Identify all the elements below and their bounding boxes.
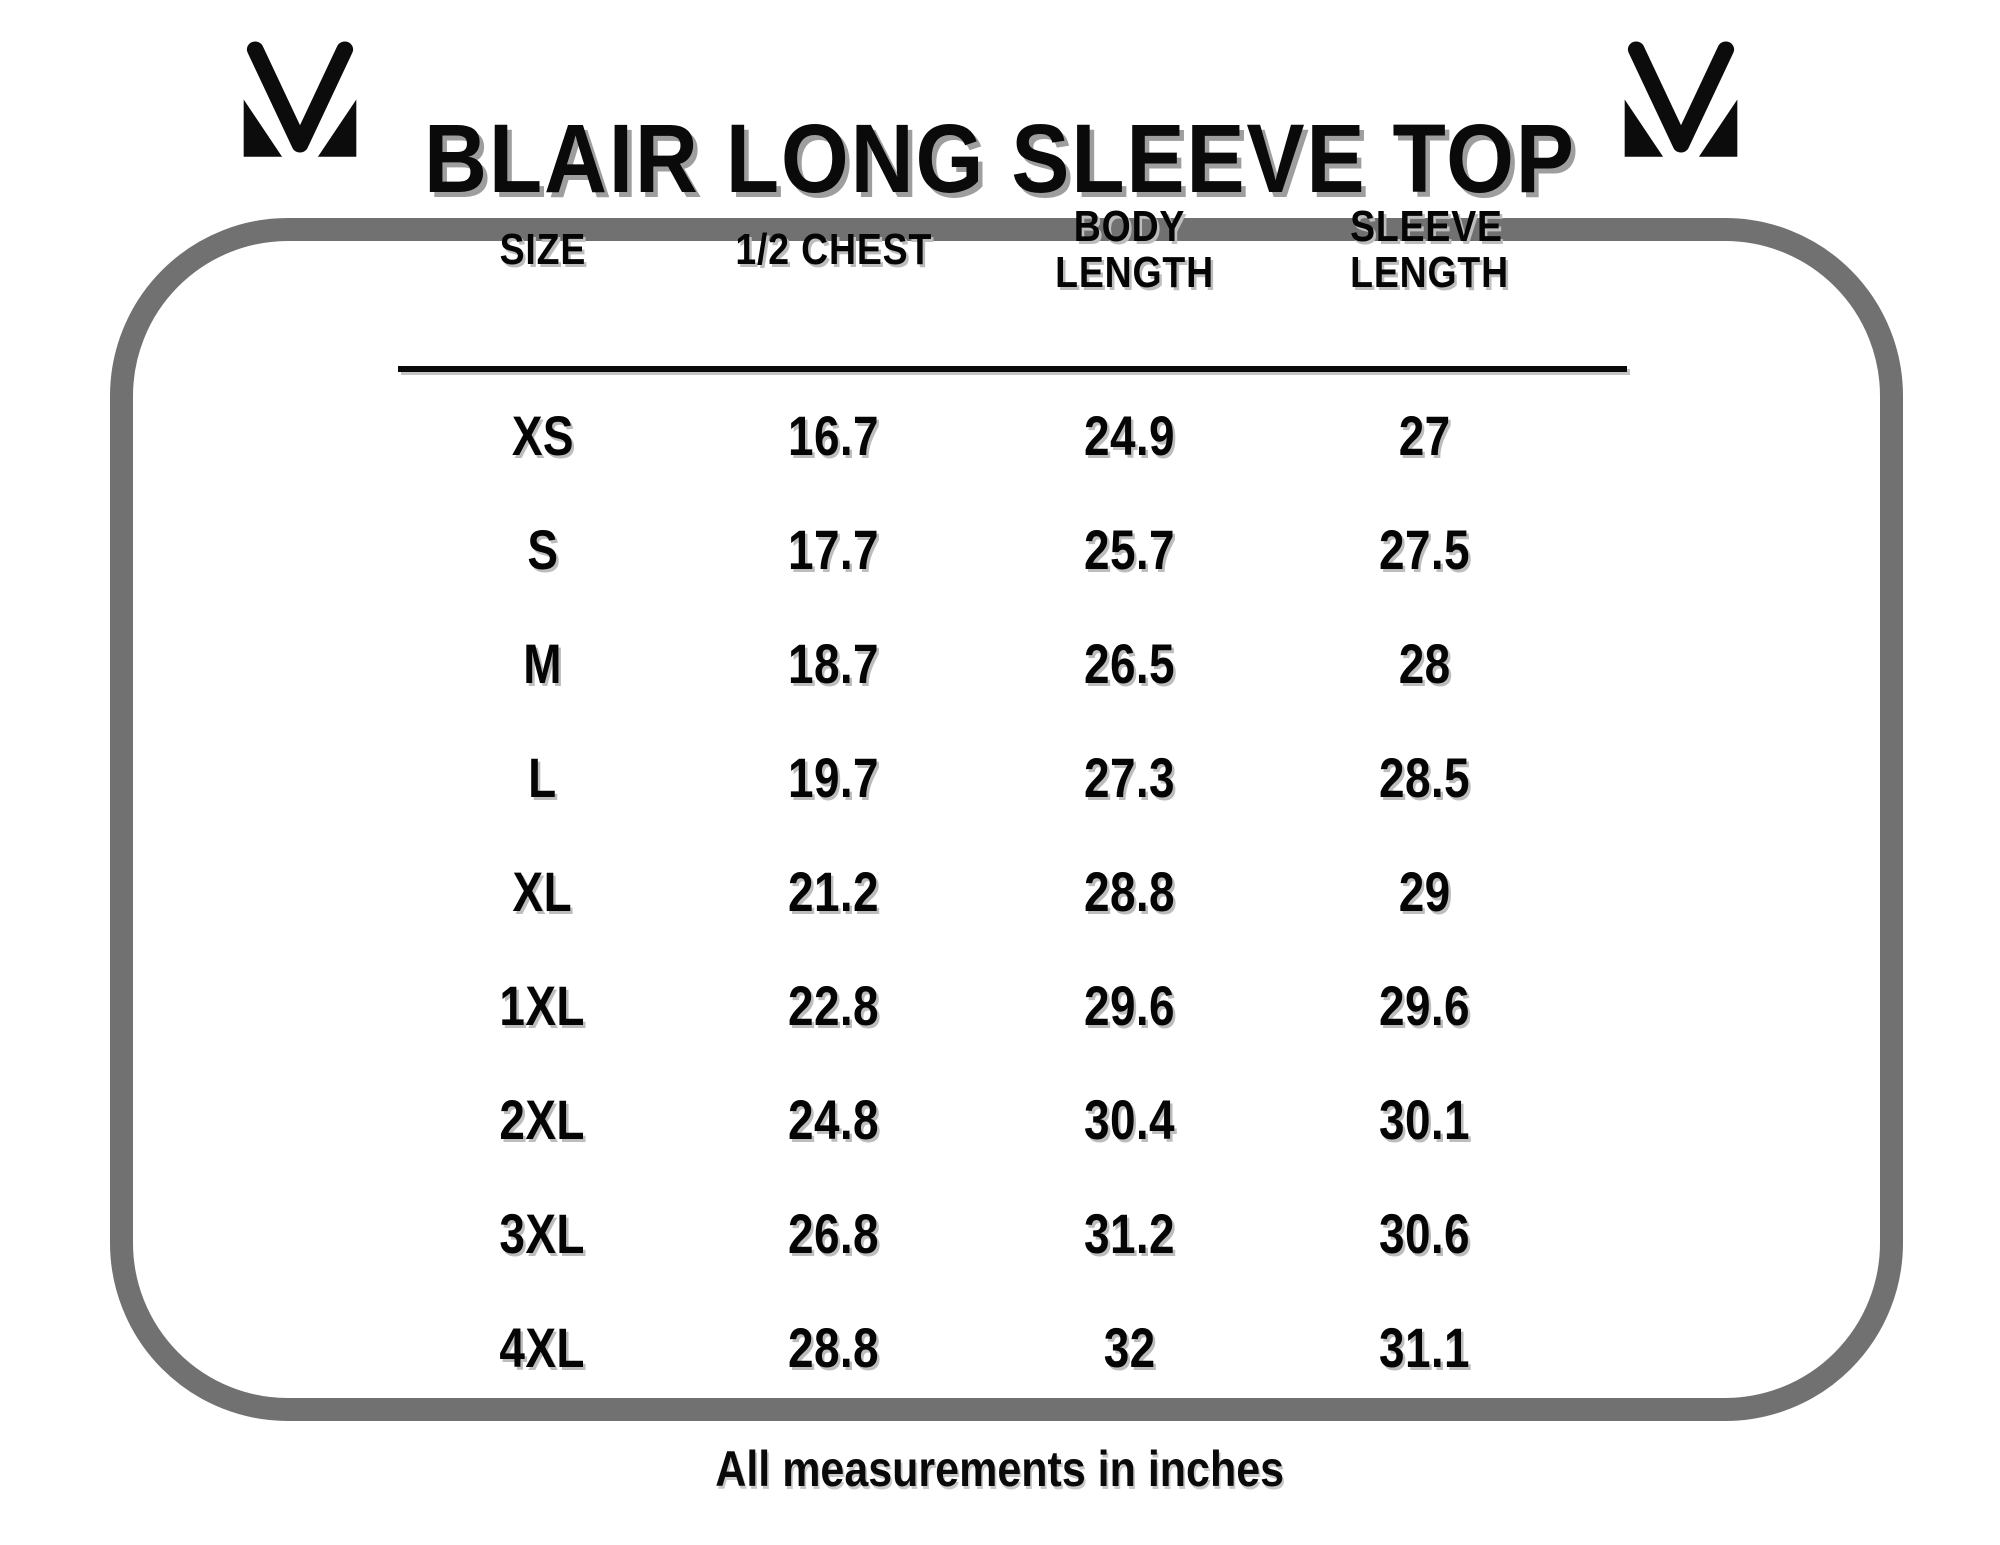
- table-row: S 17.7 25.7 27.5: [398, 492, 1570, 606]
- body-length-cell: 27.3: [1083, 745, 1176, 809]
- table-body: XS 16.7 24.9 27 S 17.7 25.7 27.5 M 18.7 …: [398, 378, 1570, 1404]
- col-header-size: SIZE: [499, 225, 586, 275]
- body-length-cell: 28.8: [1083, 859, 1176, 923]
- table-row: XL 21.2 28.8 29: [398, 834, 1570, 948]
- table-row: XS 16.7 24.9 27: [398, 378, 1570, 492]
- header-divider: [398, 366, 1627, 372]
- brand-m-logo-right: [1617, 36, 1745, 158]
- body-length-cell: 32: [1103, 1315, 1156, 1379]
- sleeve-length-cell: 29.6: [1378, 973, 1471, 1037]
- chest-cell: 16.7: [787, 403, 880, 467]
- body-length-cell: 25.7: [1083, 517, 1176, 581]
- table-row: 4XL 28.8 32 31.1: [398, 1290, 1570, 1404]
- sleeve-length-cell: 27.5: [1378, 517, 1471, 581]
- sleeve-length-cell: 30.1: [1378, 1087, 1471, 1151]
- table-header: SIZE 1/2 CHEST BODY LENGTH SLEEVE LENGTH: [398, 198, 1570, 302]
- brand-m-logo-left: [236, 36, 364, 158]
- size-cell: S: [526, 517, 559, 581]
- sleeve-length-cell: 30.6: [1378, 1201, 1471, 1265]
- table-row: 1XL 22.8 29.6 29.6: [398, 948, 1570, 1062]
- sleeve-length-cell: 27: [1398, 403, 1451, 467]
- chest-cell: 18.7: [787, 631, 880, 695]
- size-cell: L: [528, 745, 557, 809]
- table-row: 3XL 26.8 31.2 30.6: [398, 1176, 1570, 1290]
- chest-cell: 26.8: [787, 1201, 880, 1265]
- col-header-body-length: BODY LENGTH: [1055, 202, 1214, 297]
- chest-cell: 28.8: [787, 1315, 880, 1379]
- size-cell: M: [523, 631, 562, 695]
- page-title-text: BLAIR LONG SLEEVE TOP: [424, 103, 1576, 213]
- col-header-sleeve-length: SLEEVE LENGTH: [1350, 202, 1509, 297]
- size-cell: 3XL: [499, 1201, 586, 1265]
- chest-cell: 21.2: [787, 859, 880, 923]
- body-length-cell: 29.6: [1083, 973, 1176, 1037]
- measurements-note-text: All measurements in inches: [715, 1441, 1285, 1497]
- body-length-cell: 24.9: [1083, 403, 1176, 467]
- sleeve-length-cell: 29: [1398, 859, 1451, 923]
- col-header-half-chest: 1/2 CHEST: [735, 225, 932, 275]
- size-cell: XL: [512, 859, 573, 923]
- chest-cell: 19.7: [787, 745, 880, 809]
- table-row: M 18.7 26.5 28: [398, 606, 1570, 720]
- chest-cell: 22.8: [787, 973, 880, 1037]
- sleeve-length-cell: 28.5: [1378, 745, 1471, 809]
- brand-m-mark-icon: [1624, 41, 1738, 157]
- body-length-cell: 30.4: [1083, 1087, 1176, 1151]
- body-length-cell: 26.5: [1083, 631, 1176, 695]
- size-cell: 1XL: [499, 973, 586, 1037]
- measurements-note: All measurements in inches: [0, 1434, 2000, 1504]
- chart-panel-border: [110, 218, 1903, 1421]
- size-cell: 2XL: [499, 1087, 586, 1151]
- size-cell: XS: [511, 403, 574, 467]
- sleeve-length-cell: 31.1: [1378, 1315, 1471, 1379]
- table-row: L 19.7 27.3 28.5: [398, 720, 1570, 834]
- table-row: 2XL 24.8 30.4 30.1: [398, 1062, 1570, 1176]
- chest-cell: 24.8: [787, 1087, 880, 1151]
- size-cell: 4XL: [499, 1315, 586, 1379]
- chest-cell: 17.7: [787, 517, 880, 581]
- sleeve-length-cell: 28: [1398, 631, 1451, 695]
- brand-m-mark-icon: [243, 41, 357, 157]
- page-title: BLAIR LONG SLEEVE TOP: [0, 103, 2000, 215]
- body-length-cell: 31.2: [1083, 1201, 1176, 1265]
